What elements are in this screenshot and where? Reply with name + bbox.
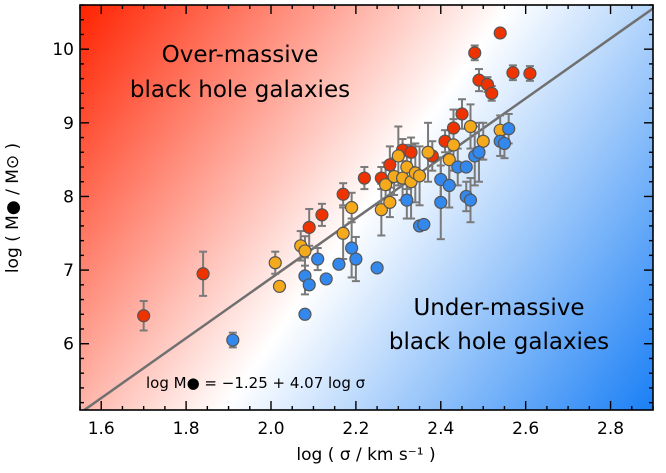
- data-point-orange: [412, 169, 427, 183]
- y-tick-label: 8: [63, 187, 74, 207]
- data-point-red: [446, 121, 461, 135]
- x-tick-label: 2.6: [512, 419, 539, 439]
- data-point-blue: [459, 160, 473, 174]
- x-tick-label: 1.6: [88, 419, 115, 439]
- data-point-blue: [302, 278, 316, 292]
- x-tick-label: 2.0: [257, 419, 284, 439]
- data-point-blue: [434, 195, 448, 209]
- data-point-red: [404, 145, 418, 159]
- plot-frame: [79, 4, 654, 411]
- data-point-blue: [400, 193, 414, 207]
- data-point-orange: [298, 244, 312, 258]
- data-point-orange: [268, 256, 282, 270]
- data-point-orange: [446, 138, 461, 152]
- data-point-red: [455, 107, 469, 121]
- axis-tick-labels: 1.6 1.8 2.0 2.2 2.4 2.6 2.8 6 7 8 9 10: [52, 40, 624, 439]
- y-tick-label: 6: [63, 335, 74, 355]
- y-axis-label: log ( M● / M⊙ ): [3, 143, 23, 273]
- annotation-over-line1: Over-massive: [162, 42, 319, 68]
- data-point-blue: [463, 193, 478, 207]
- data-point-red: [468, 46, 482, 60]
- data-point-blue: [472, 145, 486, 159]
- data-point-red: [383, 158, 397, 172]
- data-point-blue: [417, 217, 431, 232]
- data-point-orange: [476, 134, 490, 148]
- data-point-orange: [383, 195, 397, 209]
- annotation-under-line1: Under-massive: [413, 295, 584, 321]
- data-point-red: [523, 66, 537, 81]
- data-point-red: [302, 220, 316, 234]
- annotation-over-line2: black hole galaxies: [130, 77, 350, 103]
- y-tick-label: 7: [63, 261, 74, 281]
- y-tick-label: 9: [63, 114, 74, 134]
- data-point-blue: [442, 178, 456, 193]
- data-point-orange: [391, 149, 405, 163]
- data-point-orange: [379, 178, 393, 192]
- annotation-under-line2: black hole galaxies: [389, 329, 609, 355]
- data-point-blue: [502, 122, 516, 136]
- x-axis-label: log ( σ / km s⁻¹ ): [296, 445, 435, 465]
- y-tick-label: 10: [52, 40, 74, 60]
- data-point-blue: [349, 252, 363, 266]
- data-point-red: [315, 208, 329, 222]
- relation-line: [82, 7, 653, 410]
- x-tick-label: 2.2: [342, 419, 369, 439]
- x-tick-label: 2.8: [597, 419, 624, 439]
- data-point-blue: [345, 241, 359, 255]
- data-point-blue: [298, 307, 312, 321]
- data-point-orange: [421, 145, 435, 159]
- data-point-blue: [226, 333, 240, 347]
- data-point-orange: [374, 203, 388, 217]
- data-point-red: [485, 86, 499, 100]
- data-point-orange: [442, 153, 456, 167]
- axis-ticks: [79, 4, 654, 410]
- plot-background: [80, 5, 653, 410]
- data-point-red: [493, 26, 507, 40]
- data-point-blue: [311, 252, 325, 266]
- data-point-orange: [345, 200, 359, 215]
- data-point-red: [196, 267, 210, 281]
- data-point-orange: [336, 226, 350, 240]
- annotation-relation: log M● = −1.25 + 4.07 log σ: [146, 374, 366, 392]
- data-point-red: [506, 66, 520, 80]
- data-point-blue: [332, 257, 346, 271]
- data-point-orange: [463, 119, 478, 134]
- data-point-blue: [319, 272, 333, 286]
- x-tick-label: 2.4: [427, 419, 454, 439]
- data-point-red: [357, 171, 371, 185]
- data-point-orange: [272, 279, 287, 293]
- data-point-blue: [497, 136, 512, 151]
- data-point-red: [336, 187, 350, 201]
- data-point-red: [137, 309, 151, 323]
- data-point-blue: [370, 261, 384, 275]
- x-tick-label: 1.8: [173, 419, 200, 439]
- data-points: [137, 26, 537, 347]
